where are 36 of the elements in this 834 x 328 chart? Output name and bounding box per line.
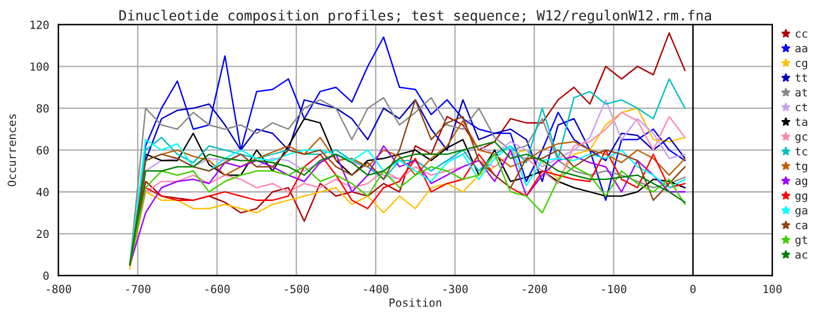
legend-label: cc (796, 31, 808, 38)
legend-label: ct (796, 103, 808, 112)
x-tick-label: -300 (444, 284, 468, 294)
legend-label: gc (795, 134, 808, 143)
y-tick-label: 20 (36, 230, 49, 238)
x-tick-label: 100 (764, 284, 782, 294)
x-tick-label: -500 (284, 284, 310, 294)
legend-label: ag (795, 178, 808, 188)
legend-label: ac (795, 252, 808, 259)
legend-label: tc (795, 148, 808, 156)
chart-title: Dinucleotide composition profiles; test sequence; W12/regulonW12.rm.fna (119, 10, 712, 24)
x-tick-label: -600 (206, 284, 230, 294)
x-axis-title: Position (390, 298, 442, 307)
legend-label: gt (795, 236, 808, 246)
y-tick-label: 80 (36, 104, 49, 113)
legend-label: aa (795, 46, 808, 52)
y-tick-label: 100 (30, 62, 49, 71)
x-tick-label: -100 (602, 284, 626, 294)
y-tick-label: 120 (30, 20, 49, 30)
y-tick-label: 40 (36, 188, 49, 196)
legend-label: ta (795, 118, 808, 126)
y-axis-title: Occurrences (8, 114, 16, 186)
x-tick-label: -800 (46, 284, 72, 294)
legend-label: tg (795, 162, 808, 172)
x-tick-label: -200 (522, 284, 547, 294)
legend-label: ga (795, 208, 808, 217)
legend-label: ca (796, 222, 808, 230)
y-tick-label: 0 (43, 272, 49, 280)
legend-label: cg (796, 60, 808, 70)
legend-label: tt (795, 74, 808, 82)
x-tick-label: 0 (690, 284, 696, 294)
x-tick-label: -700 (126, 284, 150, 294)
y-tick-label: 60 (36, 146, 49, 154)
legend-label: at (795, 88, 808, 97)
x-tick-label: -400 (364, 284, 388, 294)
legend-label: gg (795, 193, 808, 202)
